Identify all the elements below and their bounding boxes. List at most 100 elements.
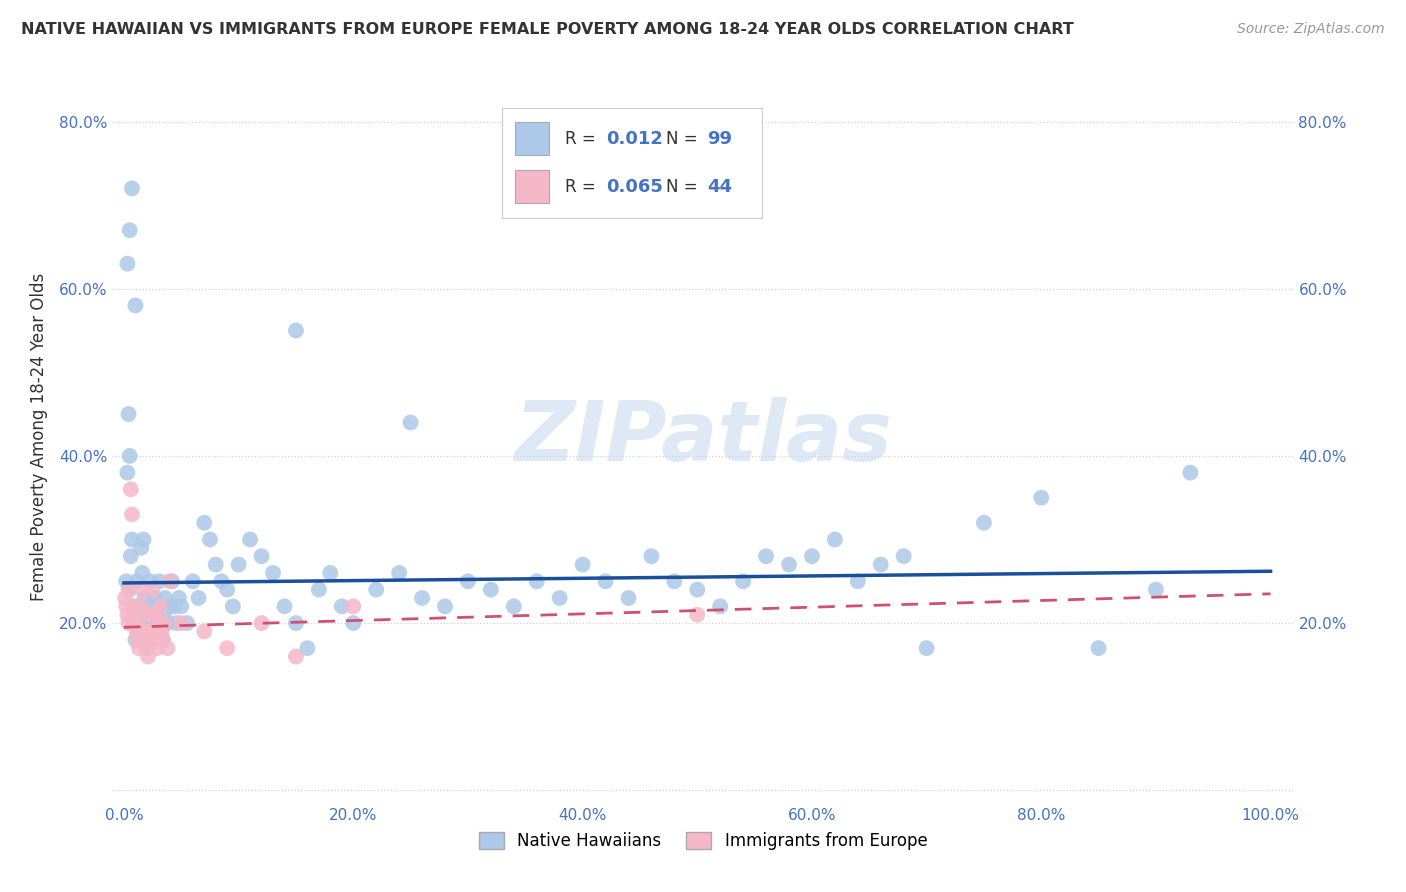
Point: [457, 574, 479, 589]
Point: [117, 407, 139, 421]
Point: [131, 566, 153, 580]
Point: [297, 641, 319, 656]
Point: [136, 624, 159, 639]
Point: [595, 574, 617, 589]
Point: [117, 257, 139, 271]
Point: [342, 599, 364, 614]
Point: [121, 181, 143, 195]
Point: [124, 616, 146, 631]
Point: [142, 607, 165, 622]
Point: [150, 616, 173, 631]
Point: [824, 533, 846, 547]
Point: [193, 624, 215, 639]
Point: [122, 599, 145, 614]
Point: [198, 533, 221, 547]
Legend: Native Hawaiians, Immigrants from Europe: Native Hawaiians, Immigrants from Europe: [472, 825, 934, 856]
Point: [131, 582, 153, 597]
Text: Source: ZipAtlas.com: Source: ZipAtlas.com: [1237, 22, 1385, 37]
Point: [239, 533, 262, 547]
Point: [170, 616, 193, 631]
Point: [733, 574, 755, 589]
Point: [686, 607, 709, 622]
Point: [129, 599, 152, 614]
Point: [1031, 491, 1053, 505]
Point: [209, 574, 232, 589]
Point: [204, 558, 226, 572]
Point: [146, 624, 169, 639]
Point: [143, 624, 166, 639]
Point: [388, 566, 411, 580]
Point: [152, 632, 174, 647]
Point: [143, 591, 166, 605]
Point: [114, 591, 136, 605]
Point: [217, 582, 239, 597]
Point: [160, 574, 183, 589]
Point: [163, 599, 186, 614]
Point: [118, 449, 141, 463]
Point: [148, 599, 170, 614]
Point: [142, 582, 165, 597]
Point: [138, 599, 160, 614]
Point: [135, 616, 157, 631]
Point: [640, 549, 662, 564]
Point: [170, 599, 193, 614]
Point: [145, 607, 167, 622]
Point: [342, 616, 364, 631]
Point: [121, 533, 143, 547]
Point: [141, 607, 163, 622]
Point: [117, 466, 139, 480]
Point: [136, 649, 159, 664]
Point: [664, 574, 686, 589]
Point: [128, 624, 150, 639]
Point: [228, 558, 250, 572]
Point: [250, 616, 273, 631]
Text: ZIPatlas: ZIPatlas: [515, 397, 891, 477]
Point: [148, 616, 170, 631]
Point: [128, 641, 150, 656]
Point: [686, 582, 709, 597]
Point: [434, 599, 457, 614]
Point: [153, 616, 176, 631]
Point: [755, 549, 778, 564]
Point: [800, 549, 823, 564]
Point: [124, 632, 146, 647]
Point: [120, 549, 142, 564]
Point: [145, 632, 167, 647]
Point: [117, 607, 139, 622]
Point: [141, 607, 163, 622]
Point: [153, 607, 176, 622]
Point: [159, 599, 181, 614]
Point: [138, 632, 160, 647]
Point: [284, 324, 307, 338]
Point: [118, 223, 141, 237]
Point: [193, 516, 215, 530]
Point: [150, 624, 173, 639]
Point: [399, 416, 422, 430]
Point: [155, 591, 177, 605]
Point: [121, 508, 143, 522]
Point: [135, 641, 157, 656]
Point: [125, 624, 148, 639]
Point: [262, 566, 284, 580]
Point: [146, 641, 169, 656]
Point: [893, 549, 915, 564]
Y-axis label: Female Poverty Among 18-24 Year Olds: Female Poverty Among 18-24 Year Olds: [30, 273, 48, 601]
Point: [129, 541, 152, 555]
Point: [869, 558, 891, 572]
Point: [502, 599, 524, 614]
Point: [148, 624, 170, 639]
Point: [135, 641, 157, 656]
Point: [973, 516, 995, 530]
Point: [115, 599, 138, 614]
Point: [159, 574, 181, 589]
Point: [125, 574, 148, 589]
Point: [152, 632, 174, 647]
Point: [118, 582, 141, 597]
Point: [122, 616, 145, 631]
Point: [366, 582, 388, 597]
Point: [117, 582, 139, 597]
Point: [1180, 466, 1202, 480]
Point: [1144, 582, 1167, 597]
Point: [127, 599, 149, 614]
Point: [330, 599, 353, 614]
